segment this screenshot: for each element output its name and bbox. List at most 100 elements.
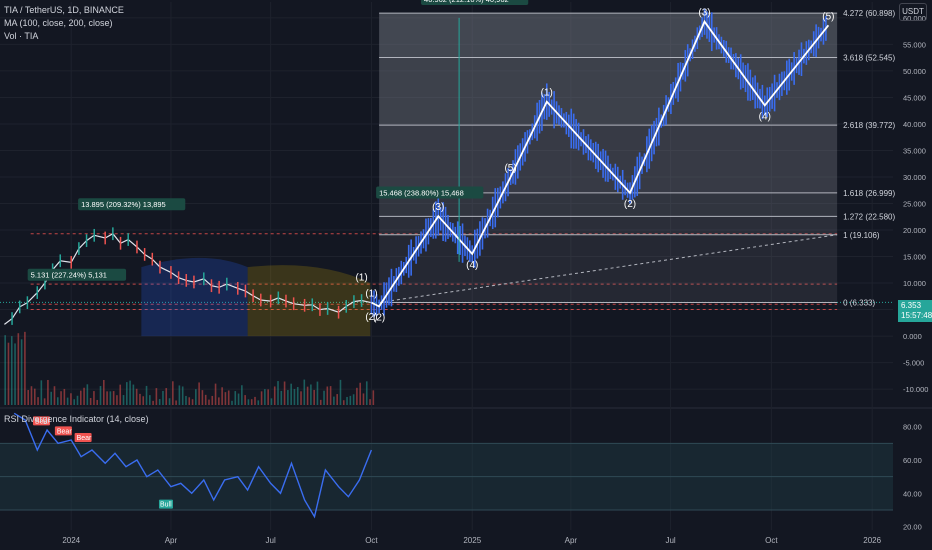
volume-bar xyxy=(149,395,151,405)
volume-bar xyxy=(293,389,296,405)
volume-bar xyxy=(257,400,260,405)
price-axis[interactable]: -10.000-5.0000.0005.00010.00015.00020.00… xyxy=(903,14,928,394)
volume-bar xyxy=(250,399,253,405)
volume-bar xyxy=(296,387,299,405)
volume-bar xyxy=(247,399,250,405)
wave-label[interactable]: (1) xyxy=(365,288,377,299)
volume-bar xyxy=(152,400,154,405)
volume-bar xyxy=(349,395,352,405)
volume-bar xyxy=(306,386,309,405)
volume-bar xyxy=(231,400,233,405)
time-axis-tick: Jul xyxy=(266,536,276,545)
price-axis-tick: 45.000 xyxy=(903,93,926,102)
measure-label[interactable]: 40.962 (212.10%) 40,962 xyxy=(424,0,509,4)
volume-bar xyxy=(346,396,348,405)
rsi-axis-tick: 40.00 xyxy=(903,489,922,498)
volume-bar xyxy=(270,398,273,405)
time-axis[interactable]: 2024 Apr Jul Oct 2025 Apr Jul Oct 2026 xyxy=(62,536,881,545)
volume-bar xyxy=(129,380,131,405)
measurement-labels[interactable]: 13.895 (209.32%) 13,895 5.131 (227.24%) 5… xyxy=(27,0,529,281)
fib-level-label: 0 (6.333) xyxy=(843,298,875,307)
rsi-line xyxy=(13,412,373,519)
volume-bar xyxy=(132,384,135,405)
measure-label-bg xyxy=(376,186,484,199)
volume-bar xyxy=(7,342,10,405)
fib-level-label: 1.618 (26.999) xyxy=(843,189,895,198)
volume-bar xyxy=(116,395,118,405)
price-axis-tick: 0.000 xyxy=(903,332,922,341)
volume-bar xyxy=(342,400,345,405)
volume-bar xyxy=(241,385,243,405)
volume-bar xyxy=(17,333,20,405)
volume-bar xyxy=(99,386,102,405)
ma-zone-fills xyxy=(141,257,371,337)
volume-bar xyxy=(139,393,141,405)
volume-bar xyxy=(33,388,36,405)
volume-bar xyxy=(352,394,355,405)
wave-label[interactable]: (1) xyxy=(541,88,553,99)
rsi-panel[interactable]: Bear Bear Bear Bull 20.00 40.00 60.00 80.00 xyxy=(0,412,922,532)
time-axis-tick: 2025 xyxy=(463,536,481,545)
volume-bar xyxy=(365,381,368,405)
currency-button[interactable]: USDT xyxy=(899,3,927,21)
volume-bar xyxy=(70,393,72,405)
bear-marker-label: Bear xyxy=(35,418,50,425)
time-axis-tick: Apr xyxy=(165,536,178,545)
volume-bar xyxy=(227,390,230,405)
elliott-wave-projection[interactable]: (1) (2) (3) (4) (5) (1) (2) (3) (4) (5) (1) (2) xyxy=(355,8,834,324)
volume-bar xyxy=(79,390,82,405)
wave-path-line[interactable] xyxy=(370,19,830,308)
ma-fill-blue xyxy=(141,257,248,337)
measure-label[interactable]: 13.895 (209.32%) 13,895 xyxy=(81,200,166,209)
volume-bar xyxy=(221,387,223,405)
volume-bar xyxy=(254,396,256,405)
price-axis-tick: 30.000 xyxy=(903,173,926,182)
bear-marker-label: Bear xyxy=(57,428,72,435)
volume-bar xyxy=(198,382,200,405)
measure-label[interactable]: 15.468 (238.80%) 15,468 xyxy=(379,189,464,198)
volume-bar xyxy=(267,389,269,405)
wave-label[interactable]: (4) xyxy=(759,111,771,122)
volume-bar xyxy=(96,399,99,405)
wave-label[interactable]: (2) xyxy=(624,199,636,210)
volume-bar xyxy=(372,390,375,405)
volume-bar xyxy=(40,380,43,405)
fib-zone xyxy=(379,13,838,58)
wave-label[interactable]: (5) xyxy=(504,163,516,174)
wave-label[interactable]: (4) xyxy=(466,260,478,271)
measure-label-bg xyxy=(27,268,127,281)
measure-label[interactable]: 5.131 (227.24%) 5,131 xyxy=(31,271,107,280)
price-axis-tick: 55.000 xyxy=(903,40,926,49)
fib-trend-line[interactable] xyxy=(379,234,838,303)
wave-label[interactable]: (2) xyxy=(373,312,385,323)
volume-bar xyxy=(102,379,105,405)
volume-bar xyxy=(191,399,194,405)
ma-legend[interactable]: MA (100, close, 200, close) xyxy=(4,18,113,28)
rsi-legend[interactable]: RSI Divergence Indicator (14, close) xyxy=(4,414,149,424)
volume-bar xyxy=(273,386,276,405)
wave-label[interactable]: (3) xyxy=(432,202,444,213)
volume-bar xyxy=(37,397,39,405)
volume-bar xyxy=(204,394,207,405)
wave-label[interactable]: (5) xyxy=(822,11,834,22)
fib-level-label: 1 (19.106) xyxy=(843,231,880,240)
wave-label[interactable]: (3) xyxy=(698,8,710,19)
volume-bar xyxy=(63,388,66,405)
current-price: 6.353 xyxy=(901,301,922,310)
bull-marker-label: Bull xyxy=(160,502,172,509)
wave-label[interactable]: (1) xyxy=(355,272,367,283)
volume-bar xyxy=(119,384,122,405)
volume-bar xyxy=(122,395,125,405)
volume-bar xyxy=(283,381,286,405)
volume-bar xyxy=(244,395,246,405)
volume-bar xyxy=(201,390,204,405)
symbol-legend[interactable]: TIA / TetherUS, 1D, BINANCE xyxy=(4,5,124,15)
volume-bar xyxy=(47,379,49,405)
rsi-axis-tick: 60.00 xyxy=(903,456,922,465)
volume-bar xyxy=(60,391,62,405)
volume-bar xyxy=(168,398,171,405)
wave-label[interactable]: (2) xyxy=(365,312,377,323)
bear-marker xyxy=(74,433,92,442)
volume-legend[interactable]: Vol · TIA xyxy=(4,31,39,41)
